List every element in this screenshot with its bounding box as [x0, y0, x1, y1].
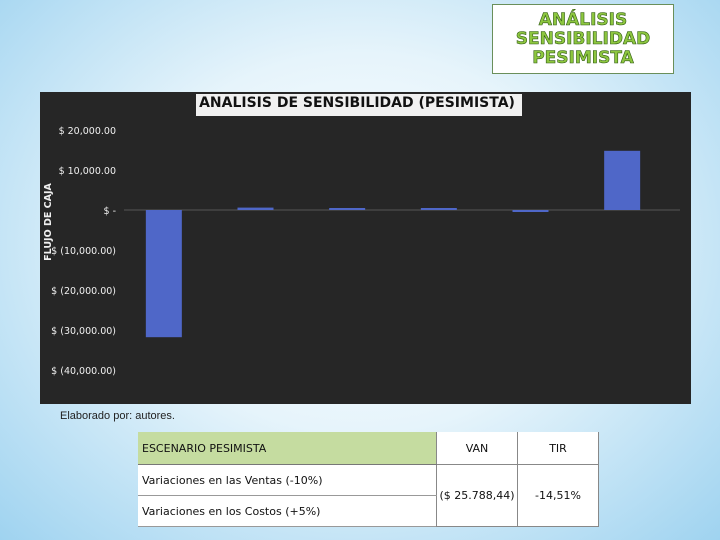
results-table: ESCENARIO PESIMISTA VAN TIR Variaciones … [138, 432, 599, 527]
van-header: VAN [436, 432, 518, 465]
y-tick-label: $ (20,000.00) [51, 286, 116, 297]
scenario-header: ESCENARIO PESIMISTA [138, 432, 437, 465]
y-tick-label: $ - [104, 206, 117, 217]
bar-period-3 [420, 208, 457, 210]
chart-title-background [196, 94, 522, 116]
chart-title: ANALISIS DE SENSIBILIDAD (PESIMISTA) [199, 95, 515, 111]
y-tick-label: $ (10,000.00) [51, 246, 116, 257]
slide-title-box: ANÁLISIS SENSIBILIDAD PESIMISTA [492, 4, 674, 74]
y-axis-label: FLUJO DE CAJA [43, 182, 54, 260]
tir-value: -14,51% [517, 464, 599, 527]
bar-period-2 [329, 208, 366, 210]
van-value: ($ 25.788,44) [436, 464, 518, 527]
y-tick-label: $ 10,000.00 [59, 166, 116, 177]
bar-chart: $ 20,000.00 $ 10,000.00 $ - $ (10,000.00) $ … [43, 126, 680, 377]
bar-period-1 [237, 207, 274, 210]
slide-title: ANÁLISIS SENSIBILIDAD PESIMISTA [515, 9, 651, 68]
bar-period-4 [512, 210, 549, 212]
row-sales-variation: Variaciones en las Ventas (-10%) [138, 464, 437, 496]
y-tick-label: $ 20,000.00 [59, 126, 116, 137]
tir-header: TIR [517, 432, 599, 465]
bar-period-0 [145, 210, 182, 338]
y-tick-label: $ (40,000.00) [51, 366, 116, 377]
credit-note: Elaborado por: autores. [60, 410, 175, 422]
bar-period-5 [604, 150, 641, 210]
y-tick-label: $ (30,000.00) [51, 326, 116, 337]
row-costs-variation: Variaciones en los Costos (+5%) [138, 495, 437, 527]
